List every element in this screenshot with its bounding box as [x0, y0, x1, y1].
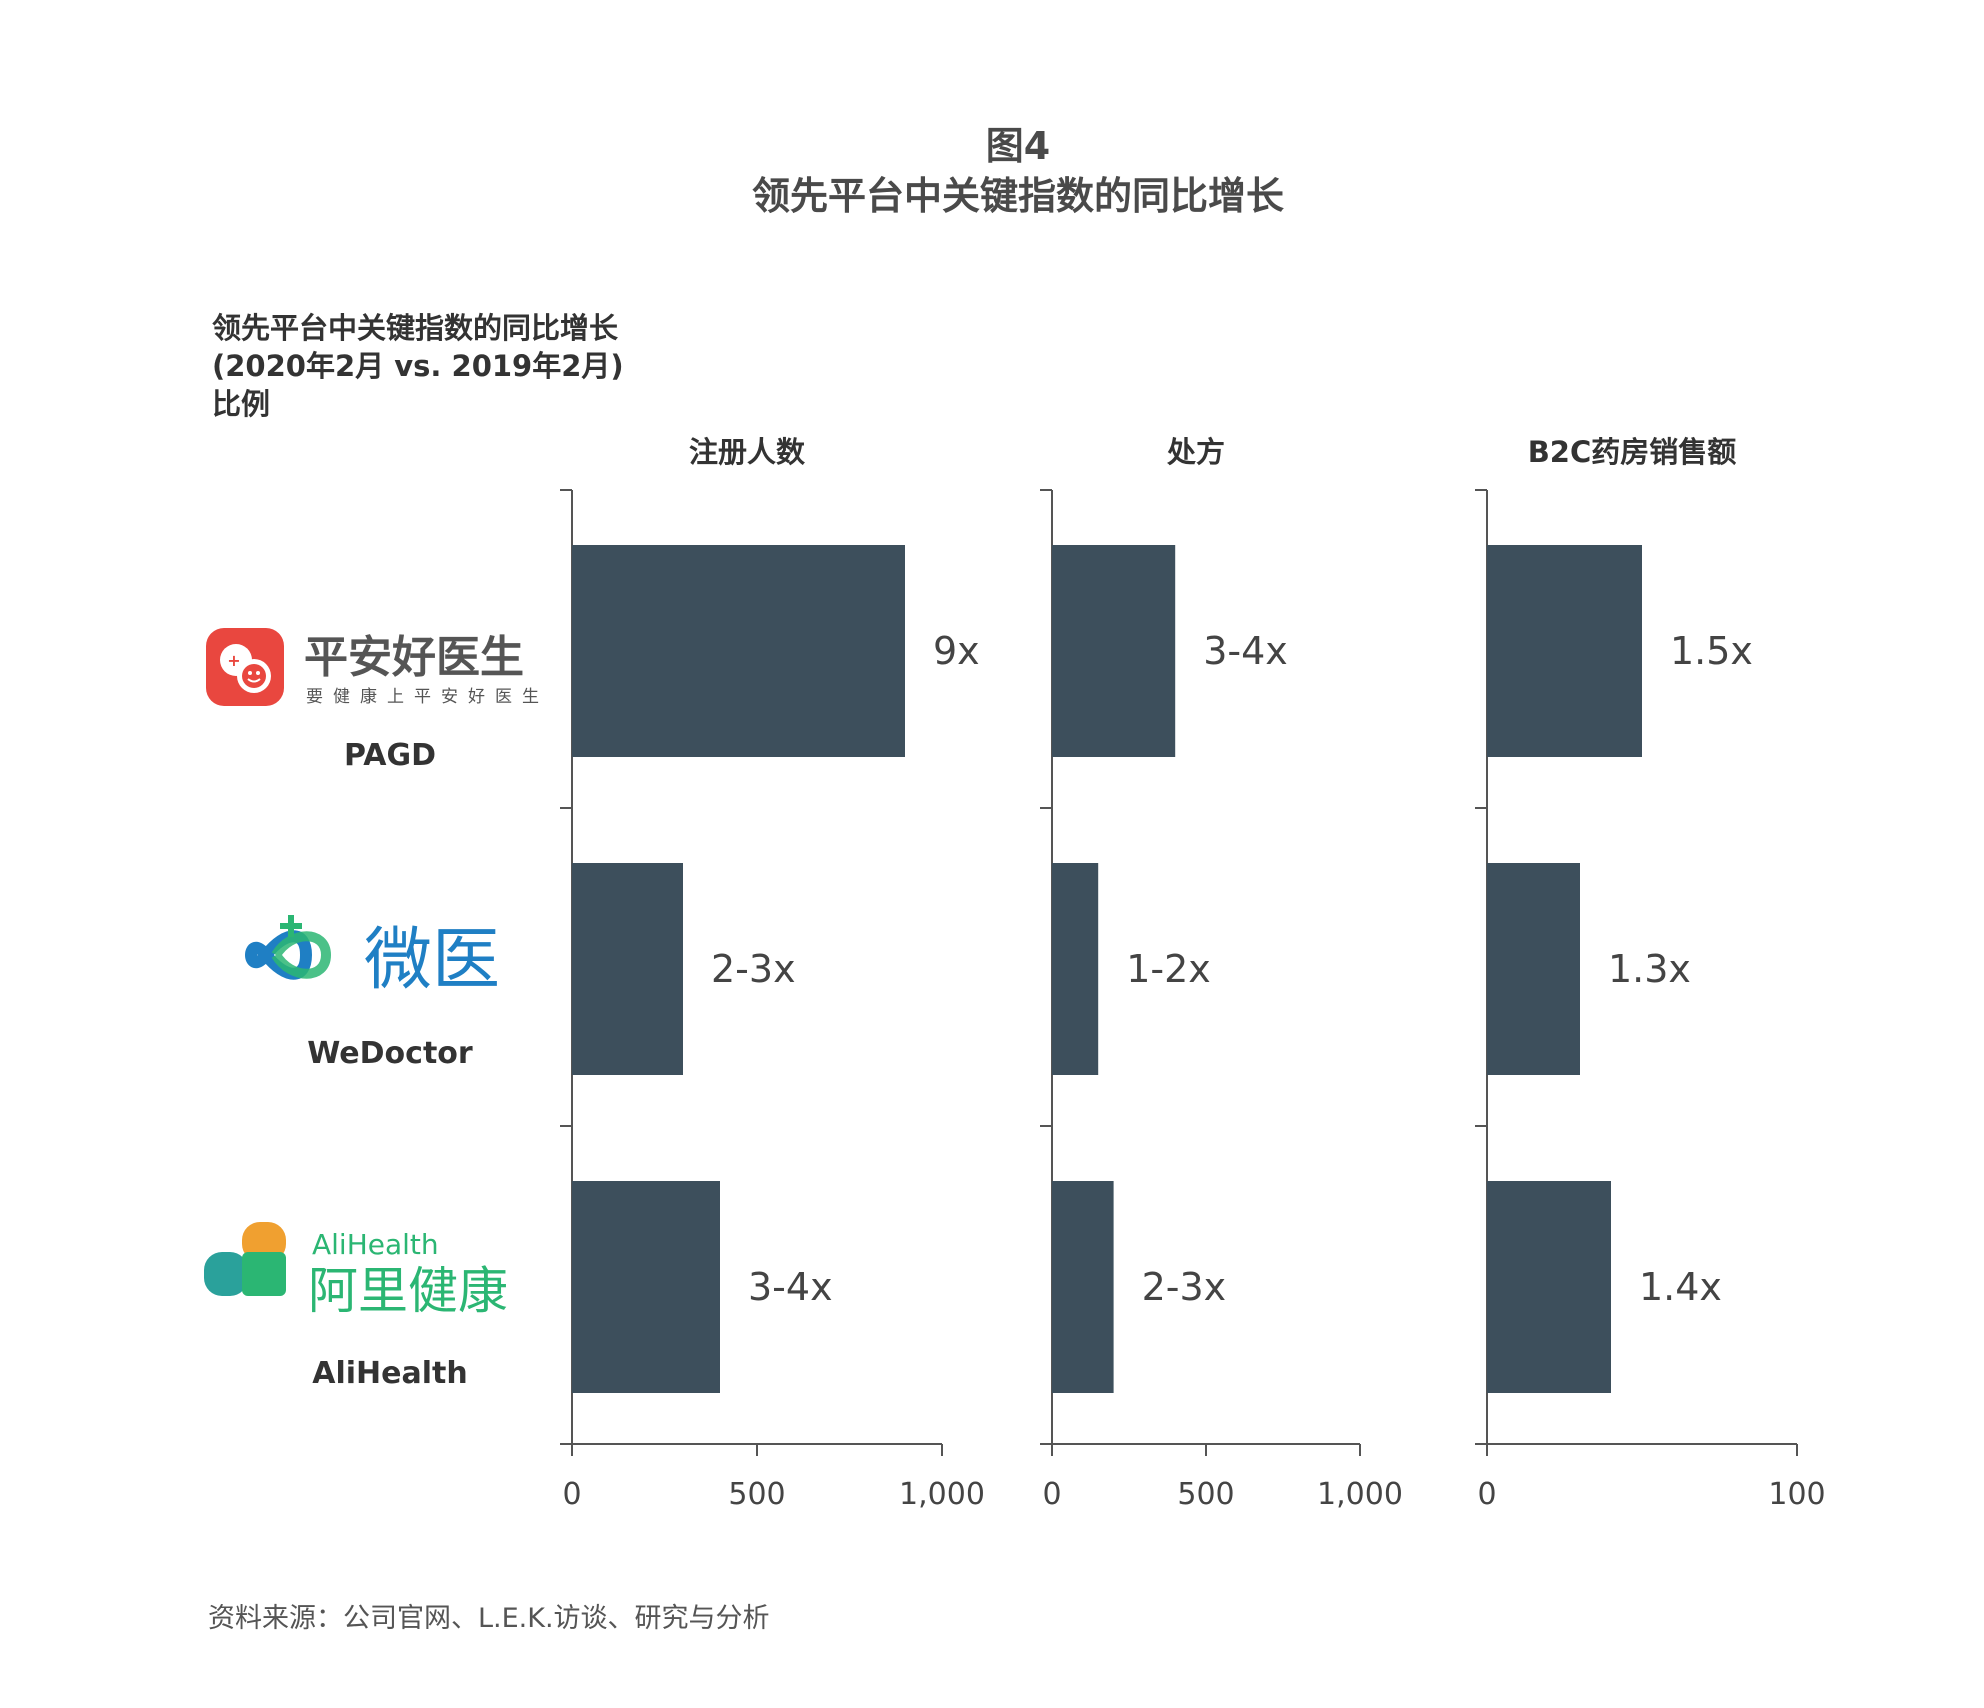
- data-label: 3-4x: [748, 1265, 833, 1309]
- pagd-logo-text: 平安好医生: [304, 632, 524, 683]
- data-label: 1.3x: [1608, 947, 1691, 991]
- data-label: 2-3x: [1142, 1265, 1227, 1309]
- wedoctor-logo-icon: 微医: [245, 915, 500, 1000]
- x-tick-label: 1,000: [899, 1477, 985, 1512]
- data-label: 2-3x: [711, 947, 796, 991]
- wedoctor-logo-text: 微医: [364, 921, 500, 1000]
- x-tick-label: 100: [1768, 1477, 1825, 1512]
- data-label: 1.4x: [1639, 1265, 1722, 1309]
- panel-title: B2C药房销售额: [1528, 435, 1737, 469]
- pagd-logo-icon: + 平安好医生 要健康上平安好医生: [206, 628, 549, 707]
- source-note: 资料来源：公司官网、L.E.K.访谈、研究与分析: [208, 1603, 770, 1634]
- bar-alihealth: [572, 1181, 720, 1393]
- alihealth-logo-text: 阿里健康: [308, 1262, 508, 1320]
- data-label: 1.5x: [1670, 629, 1753, 673]
- company-name-wedoctor: WeDoctor: [307, 1036, 473, 1071]
- bar-wedoctor: [1052, 863, 1099, 1075]
- bar-pagd: [1487, 545, 1642, 757]
- data-label: 3-4x: [1203, 629, 1288, 673]
- x-tick-label: 500: [1177, 1477, 1234, 1512]
- chart-subtitle: 领先平台中关键指数的同比增长: [212, 311, 619, 345]
- panel-title: 注册人数: [689, 435, 806, 469]
- data-label: 9x: [933, 629, 980, 673]
- pagd-logo: + 平安好医生 要健康上平安好医生: [206, 620, 556, 720]
- pagd-logo-tagline: 要健康上平安好医生: [306, 687, 549, 707]
- bar-wedoctor: [1487, 863, 1580, 1075]
- bar-pagd: [572, 545, 905, 757]
- company-name-pagd: PAGD: [344, 738, 436, 773]
- bar-alihealth: [1052, 1181, 1114, 1393]
- alihealth-logo-icon: AliHealth 阿里健康: [204, 1222, 508, 1320]
- bar-wedoctor: [572, 863, 683, 1075]
- figure-title: 领先平台中关键指数的同比增长: [751, 174, 1284, 218]
- wedoctor-logo: 微医: [236, 905, 536, 1005]
- alihealth-logo-text-en: AliHealth: [312, 1228, 439, 1261]
- x-tick-label: 0: [1477, 1477, 1496, 1512]
- figure-label: 图4: [985, 124, 1051, 168]
- panel-title: 处方: [1166, 435, 1225, 469]
- bar-pagd: [1052, 545, 1176, 757]
- x-tick-label: 500: [728, 1477, 785, 1512]
- x-tick-label: 0: [562, 1477, 581, 1512]
- alihealth-logo: AliHealth 阿里健康: [204, 1220, 544, 1320]
- company-name-alihealth: AliHealth: [312, 1356, 468, 1391]
- svg-text:+: +: [227, 651, 240, 670]
- x-tick-label: 0: [1042, 1477, 1061, 1512]
- bar-alihealth: [1487, 1181, 1611, 1393]
- chart-unit: 比例: [212, 387, 271, 421]
- data-label: 1-2x: [1126, 947, 1211, 991]
- chart-period: (2020年2月 vs. 2019年2月): [212, 349, 624, 383]
- x-tick-label: 1,000: [1317, 1477, 1403, 1512]
